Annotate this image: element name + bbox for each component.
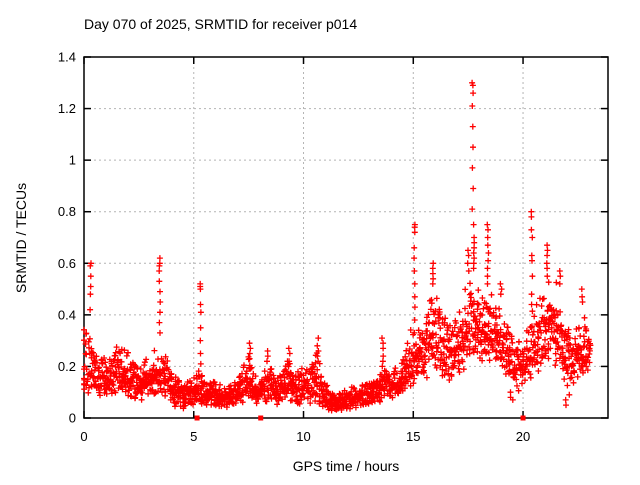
y-tick-label: 1	[69, 153, 76, 168]
chart-title: Day 070 of 2025, SRMTID for receiver p01…	[84, 16, 358, 32]
y-axis-label: SRMTID / TECUs	[13, 182, 29, 294]
scatter-points	[81, 79, 594, 414]
y-tick-label: 0.4	[58, 307, 76, 322]
x-tick-label: 5	[190, 429, 197, 444]
y-tick-label: 1.2	[58, 101, 76, 116]
y-tick-label: 0	[69, 411, 76, 426]
x-axis-label: GPS time / hours	[292, 458, 400, 474]
zero-value-marker	[194, 415, 200, 421]
y-tick-label: 1.4	[58, 50, 76, 65]
y-tick-label: 0.6	[58, 256, 76, 271]
zero-value-marker	[258, 415, 264, 421]
x-tick-label: 10	[296, 429, 310, 444]
x-tick-label: 20	[516, 429, 530, 444]
y-tick-label: 0.8	[58, 204, 76, 219]
zero-value-marker	[520, 415, 526, 421]
x-tick-label: 15	[406, 429, 420, 444]
x-tick-label: 0	[80, 429, 87, 444]
y-tick-label: 0.2	[58, 359, 76, 374]
plot-border	[83, 56, 609, 419]
